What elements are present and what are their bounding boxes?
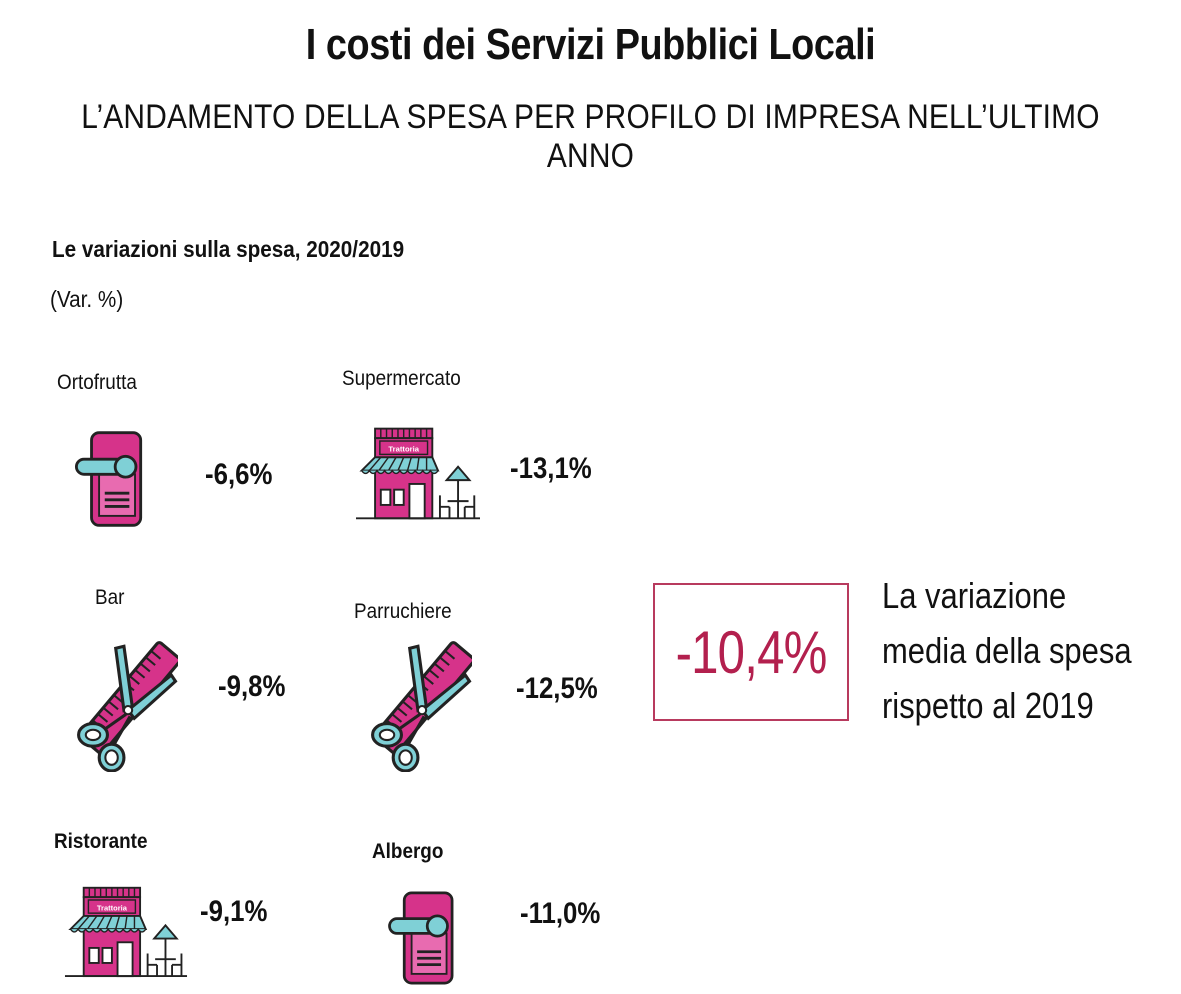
average-value: -10,4% bbox=[675, 618, 828, 686]
average-description: La variazione media della spesa rispetto… bbox=[882, 568, 1132, 733]
door-hanger-icon bbox=[384, 886, 476, 990]
category-value-bar: -9,8% bbox=[218, 670, 286, 703]
category-label-parruchiere: Parruchiere bbox=[354, 600, 452, 623]
category-value-ortofrutta: -6,6% bbox=[205, 458, 273, 491]
average-text-line: rispetto al 2019 bbox=[882, 685, 1094, 726]
scissors-comb-icon bbox=[74, 638, 178, 772]
category-label-ortofrutta: Ortofrutta bbox=[57, 371, 137, 394]
section-unit: (Var. %) bbox=[50, 286, 124, 312]
scissors-comb-icon bbox=[368, 638, 472, 772]
category-value-albergo: -11,0% bbox=[520, 897, 601, 930]
category-label-albergo: Albergo bbox=[372, 840, 444, 863]
category-label-bar: Bar bbox=[95, 586, 125, 609]
shop-sign-text: Trattoria bbox=[388, 445, 419, 454]
category-value-parruchiere: -12,5% bbox=[516, 672, 598, 705]
section-title: Le variazioni sulla spesa, 2020/2019 bbox=[52, 236, 405, 262]
door-hanger-icon bbox=[70, 427, 166, 531]
category-value-supermercato: -13,1% bbox=[510, 452, 592, 485]
category-label-supermercato: Supermercato bbox=[342, 367, 461, 390]
page-subtitle: L’ANDAMENTO DELLA SPESA PER PROFILO DI I… bbox=[81, 98, 1100, 175]
trattoria-shop-icon: Trattoria bbox=[356, 420, 480, 525]
average-box: -10,4% bbox=[653, 583, 849, 721]
category-value-ristorante: -9,1% bbox=[200, 895, 268, 928]
average-text-line: media della spesa bbox=[882, 630, 1132, 671]
shop-sign-text: Trattoria bbox=[97, 903, 128, 912]
average-text-line: La variazione bbox=[882, 575, 1067, 616]
category-label-ristorante: Ristorante bbox=[54, 830, 148, 853]
page-title: I costi dei Servizi Pubblici Locali bbox=[305, 20, 876, 69]
trattoria-shop-icon: Trattoria bbox=[56, 884, 196, 978]
